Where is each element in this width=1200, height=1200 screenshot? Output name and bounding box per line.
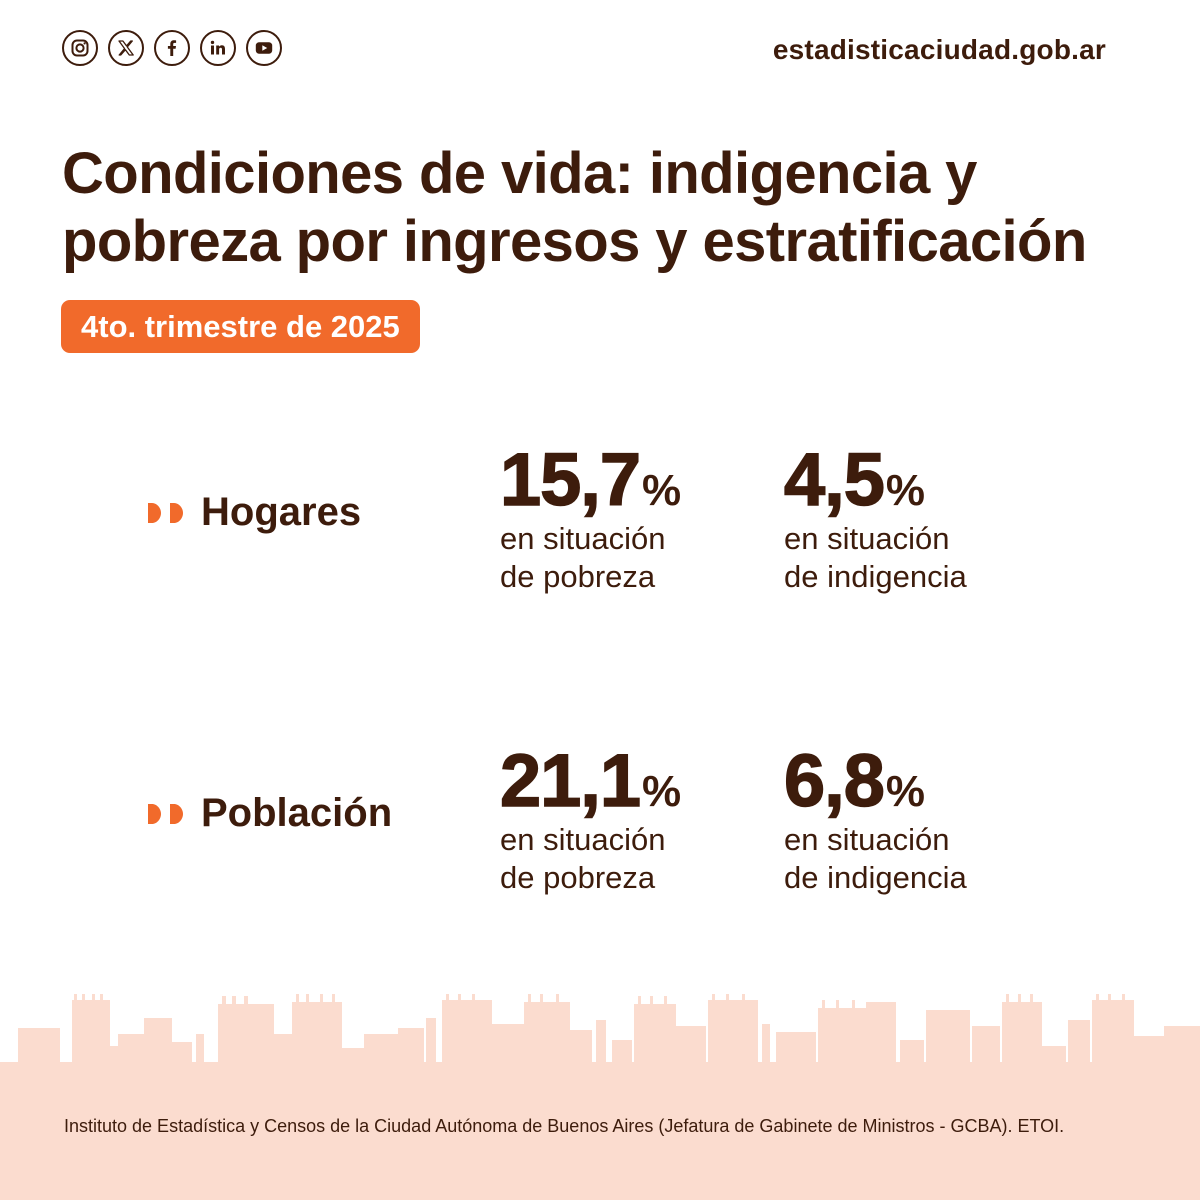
title-line-1: Condiciones de vida: indigencia y bbox=[62, 141, 977, 206]
stat-desc-line-2: de pobreza bbox=[500, 559, 656, 594]
stat-desc-line-2: de indigencia bbox=[784, 860, 967, 895]
city-skyline-illustration bbox=[0, 994, 1200, 1200]
row-poblacion: Población 21,1% en situación de pobreza … bbox=[0, 739, 1200, 901]
stat-description: en situación de indigencia bbox=[784, 821, 967, 897]
row-label-text: Hogares bbox=[201, 490, 362, 534]
stat-description: en situación de pobreza bbox=[500, 520, 681, 596]
stat-unit: % bbox=[885, 767, 925, 816]
stat-indigencia: 4,5% en situación de indigencia bbox=[783, 438, 967, 596]
stat-desc-line-1: en situación bbox=[500, 521, 666, 556]
stat-desc-line-1: en situación bbox=[784, 521, 950, 556]
website-link[interactable]: estadisticaciudad.gob.ar bbox=[772, 34, 1106, 65]
stat-value: 21,1 bbox=[499, 739, 642, 822]
youtube-icon[interactable] bbox=[246, 30, 282, 66]
x-icon[interactable] bbox=[108, 30, 144, 66]
stat-pobreza: 15,7% en situación de pobreza bbox=[499, 438, 682, 596]
double-arrow-icon bbox=[146, 501, 185, 525]
row-hogares: Hogares 15,7% en situación de pobreza 4,… bbox=[0, 438, 1200, 600]
page-title: Condiciones de vida: indigencia y pobrez… bbox=[62, 140, 1162, 276]
stat-value: 4,5 bbox=[783, 438, 885, 521]
stat-description: en situación de indigencia bbox=[784, 520, 967, 596]
stat-pobreza: 21,1% en situación de pobreza bbox=[499, 739, 682, 897]
source-note: Instituto de Estadística y Censos de la … bbox=[64, 1116, 1065, 1136]
stat-description: en situación de pobreza bbox=[500, 821, 681, 897]
stat-desc-line-1: en situación bbox=[784, 822, 950, 857]
social-links bbox=[62, 30, 282, 66]
facebook-icon[interactable] bbox=[154, 30, 190, 66]
row-label-text: Población bbox=[201, 791, 393, 835]
stat-desc-line-2: de pobreza bbox=[500, 860, 656, 895]
title-line-2: pobreza por ingresos y estratificación bbox=[62, 209, 1087, 274]
stat-value: 15,7 bbox=[499, 438, 642, 521]
stat-unit: % bbox=[885, 466, 925, 515]
stat-unit: % bbox=[642, 767, 682, 816]
instagram-icon[interactable] bbox=[62, 30, 98, 66]
stat-desc-line-1: en situación bbox=[500, 822, 666, 857]
stat-value: 6,8 bbox=[783, 739, 885, 822]
double-arrow-icon bbox=[146, 802, 185, 826]
period-badge: 4to. trimestre de 2025 bbox=[61, 300, 420, 353]
row-label: Población bbox=[146, 791, 392, 836]
stat-desc-line-2: de indigencia bbox=[784, 559, 967, 594]
row-label: Hogares bbox=[146, 490, 361, 535]
stat-indigencia: 6,8% en situación de indigencia bbox=[783, 739, 967, 897]
stat-unit: % bbox=[642, 466, 682, 515]
linkedin-icon[interactable] bbox=[200, 30, 236, 66]
